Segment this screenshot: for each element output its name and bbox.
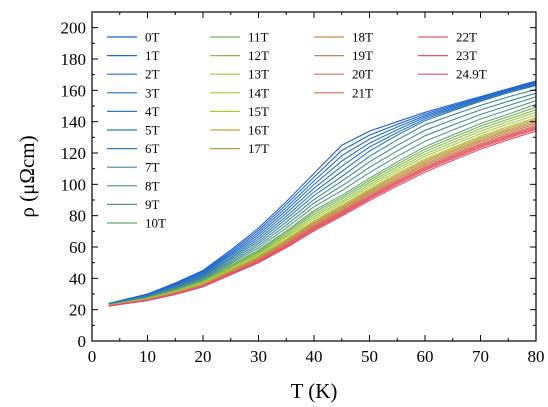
legend-label: 12T [248,48,269,63]
legend-entry-4T: 4T [107,104,160,119]
legend-entry-2T: 2T [107,67,160,82]
legend-entry-21T: 21T [314,85,373,100]
legend-label: 20T [352,67,373,82]
legend-entry-7T: 7T [107,160,160,175]
ticks: 0 10 20 30 40 50 60 70 80 0 20 40 60 80 100 120 140 160 18… [61,12,545,366]
x-tick-label: 60 [417,347,434,366]
legend-label: 10T [145,216,166,231]
legend-entry-24.9T: 24.9T [418,67,487,82]
y-tick-label: 200 [61,19,87,38]
series-line-7T [108,92,537,306]
y-tick-label: 40 [69,269,86,288]
legend-entry-18T: 18T [314,30,373,45]
legend-entry-3T: 3T [107,85,160,100]
legend-label: 8T [145,178,160,193]
y-tick-label: 100 [61,175,87,194]
legend-label: 24.9T [456,67,487,82]
series-lines [108,80,537,307]
legend-label: 21T [352,85,373,100]
legend-entry-23T: 23T [418,48,477,63]
series-line-0T [108,80,537,304]
series-line-9T [108,100,537,306]
legend-label: 4T [145,104,160,119]
legend-label: 7T [145,160,160,175]
legend-entry-10T: 10T [107,216,166,231]
legend-label: 5T [145,123,160,138]
x-tick-label: 70 [472,347,489,366]
legend-label: 19T [352,48,373,63]
legend-entry-22T: 22T [418,30,477,45]
legend-label: 15T [248,104,269,119]
legend-entry-0T: 0T [107,30,160,45]
series-line-3T [108,83,537,305]
y-tick-label: 140 [61,113,87,132]
legend-label: 18T [352,30,373,45]
y-tick-label: 60 [69,238,86,257]
legend-label: 6T [145,141,160,156]
x-tick-label: 80 [528,347,545,366]
series-line-6T [108,88,537,305]
x-tick-label: 10 [139,347,156,366]
legend-entry-14T: 14T [210,85,269,100]
y-tick-label: 80 [69,207,86,226]
series-line-8T [108,96,537,306]
legend-label: 17T [248,141,269,156]
legend-label: 14T [248,85,269,100]
y-tick-label: 160 [61,81,87,100]
legend-entry-20T: 20T [314,67,373,82]
legend-entry-1T: 1T [107,48,160,63]
y-axis-label: ρ (μΩcm) [15,135,39,217]
x-axis-label: T (K) [291,379,338,403]
legend-entry-8T: 8T [107,178,160,193]
series-line-2T [108,82,537,305]
legend-entry-6T: 6T [107,141,160,156]
legend-entry-15T: 15T [210,104,269,119]
x-tick-label: 0 [88,347,97,366]
legend-entry-17T: 17T [210,141,269,156]
legend-entry-16T: 16T [210,123,269,138]
legend-label: 16T [248,123,269,138]
x-tick-label: 50 [361,347,378,366]
legend-label: 11T [248,30,269,45]
series-line-1T [108,81,537,305]
series-line-5T [108,85,537,305]
legend-entry-5T: 5T [107,123,160,138]
legend-label: 22T [456,30,477,45]
legend: 0T 1T 2T 3T 4T 5T 6T 7T 8T 9T 10T 11T 12T 13T 14T 15T 16… [107,30,487,231]
legend-entry-19T: 19T [314,48,373,63]
y-tick-label: 120 [61,144,87,163]
legend-label: 23T [456,48,477,63]
y-tick-label: 0 [78,332,87,351]
x-tick-label: 20 [195,347,212,366]
x-tick-label: 30 [250,347,267,366]
x-tick-label: 40 [306,347,323,366]
legend-label: 13T [248,67,269,82]
legend-label: 2T [145,67,160,82]
legend-label: 9T [145,197,160,212]
y-tick-label: 20 [69,301,86,320]
legend-entry-12T: 12T [210,48,269,63]
series-line-24.9T [108,130,537,307]
y-tick-label: 180 [61,50,87,69]
legend-entry-9T: 9T [107,197,160,212]
legend-label: 0T [145,30,160,45]
series-line-4T [108,84,537,305]
legend-entry-13T: 13T [210,67,269,82]
legend-label: 1T [145,48,160,63]
legend-entry-11T: 11T [210,30,269,45]
legend-label: 3T [145,85,160,100]
